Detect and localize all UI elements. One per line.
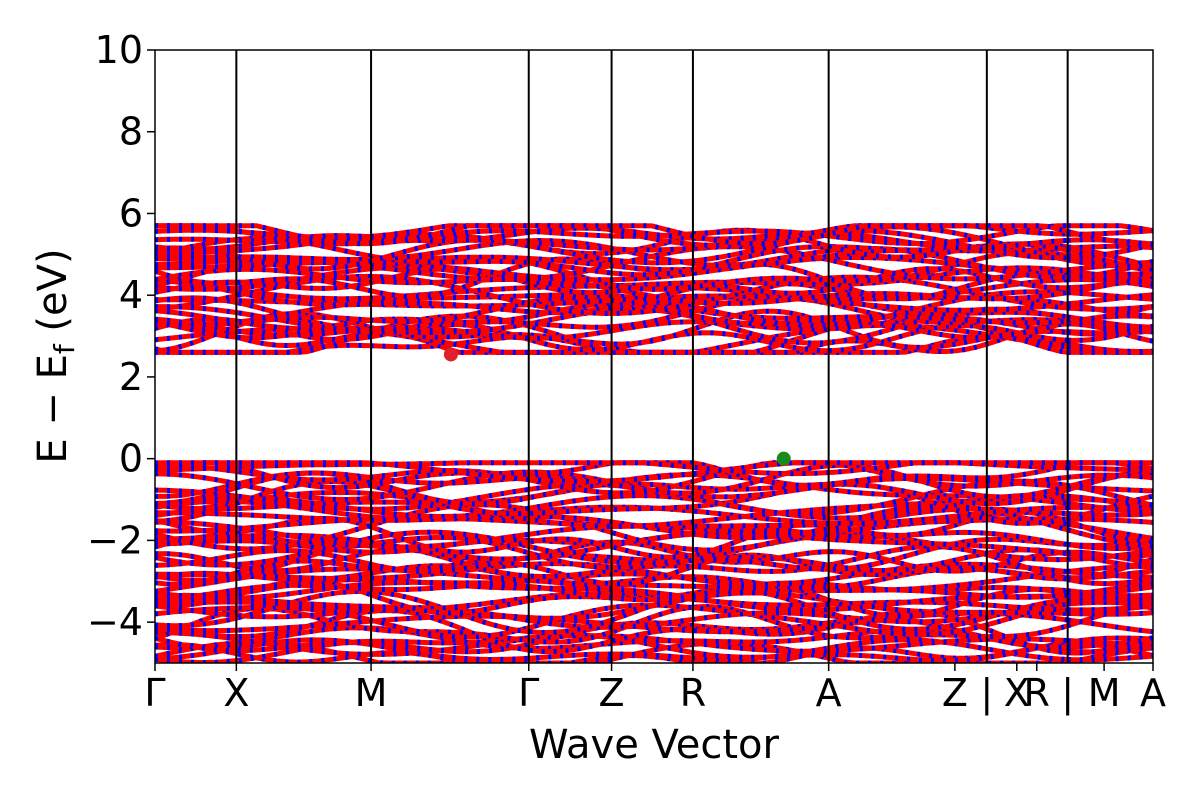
- kpoint-dividers: [235, 50, 1069, 663]
- band-line-projection: [1067, 501, 1153, 515]
- y-tick-label: 2: [119, 355, 143, 399]
- x-tick-label: Γ: [144, 671, 165, 715]
- x-tick-label: M: [1088, 671, 1121, 715]
- band-line-projection: [1067, 243, 1153, 251]
- band-line-projection: [1067, 242, 1153, 261]
- x-tick-label: X: [1004, 671, 1030, 715]
- x-tick-label: Γ: [518, 671, 539, 715]
- x-tick-label: X: [223, 671, 249, 715]
- band-line-projection: [1067, 472, 1153, 481]
- plot-frame: [154, 49, 1154, 664]
- band-line-projection: [1067, 527, 1153, 549]
- band-line-projection: [1066, 469, 1153, 490]
- extremum-markers: [443, 347, 791, 466]
- y-axis-label: E − Ef (eV): [30, 248, 81, 463]
- x-tick-label: |: [1061, 671, 1074, 716]
- y-tick-label: 10: [95, 28, 143, 72]
- y-axis-label-subscript: f: [48, 343, 81, 354]
- band-line-projection: [1067, 318, 1153, 335]
- band-line-projection: [1067, 522, 1153, 541]
- y-axis-label-suffix: (eV): [30, 248, 76, 344]
- band-line-projection: [155, 460, 1068, 496]
- x-tick-label: Z: [599, 671, 625, 715]
- x-tick-label: R: [680, 671, 706, 715]
- band-line-projection: [1067, 610, 1153, 617]
- band-line-projection: [1067, 542, 1153, 551]
- x-tick-label: |: [980, 671, 993, 716]
- band-line-projection: [1067, 314, 1153, 330]
- band-line-projection: [1067, 653, 1153, 663]
- y-tick-label: 0: [119, 437, 143, 481]
- x-tick-label: A: [816, 671, 842, 715]
- band-line-projection: [1067, 551, 1153, 559]
- band-line-projection: [1067, 603, 1153, 613]
- band-line-projection: [1067, 484, 1153, 494]
- x-tick-label: Z: [942, 671, 968, 715]
- band-line-projection: [1067, 556, 1153, 582]
- x-tick-label: R: [1024, 671, 1050, 715]
- band-line-projection: [155, 273, 1068, 317]
- band-line-projection: [1067, 344, 1153, 355]
- y-tick-label: 8: [119, 110, 143, 154]
- band-line-projection: [1067, 516, 1153, 525]
- band-line-projection: [1067, 635, 1153, 656]
- band-line-projection: [1067, 277, 1153, 289]
- band-line-projection: [1067, 229, 1153, 247]
- band-line-projection: [155, 265, 1068, 296]
- band-line-projection: [1067, 595, 1153, 605]
- band-extremum-marker: [776, 451, 791, 466]
- band-line-projection: [1067, 259, 1153, 273]
- band-line-projection: [1067, 548, 1153, 562]
- band-line-projection: [155, 294, 1068, 332]
- y-tick-label: 4: [119, 273, 143, 317]
- y-axis-ticks: −4 −2 0 2 4 6 8 10: [87, 28, 155, 644]
- band-line-projection: [1067, 290, 1153, 302]
- band-line-projection: [1067, 563, 1153, 575]
- band-line-projection: [155, 470, 1069, 507]
- band-line-projection: [1067, 617, 1153, 635]
- band-line-projection: [155, 460, 1069, 491]
- band-line-projection: [1067, 292, 1153, 307]
- band-line-projection: [1067, 465, 1153, 473]
- band-line-projection: [1067, 493, 1153, 512]
- y-tick-label: 6: [119, 191, 143, 235]
- band-line-projection: [155, 601, 1069, 640]
- y-axis-label-prefix: E − E: [30, 354, 76, 464]
- band-line-projection: [1067, 575, 1153, 587]
- band-line-projection: [1067, 341, 1153, 354]
- x-axis-label: Wave Vector: [529, 722, 780, 768]
- band-line-projection: [1067, 460, 1153, 471]
- band-line-projection: [1067, 569, 1153, 580]
- x-axis-ticks: Γ X M Γ Z R A Z | XR | M A: [144, 663, 1166, 716]
- band-line-projection: [1067, 638, 1153, 649]
- band-line-projection: [1067, 257, 1153, 269]
- band-line-projection: [155, 532, 1068, 572]
- band-extremum-marker: [443, 347, 458, 362]
- band-line-projection: [1067, 599, 1153, 608]
- band-line-projection: [1067, 580, 1153, 598]
- band-line-projection: [155, 586, 1069, 635]
- band-line-projection: [1067, 304, 1153, 312]
- band-line-projection: [1067, 639, 1153, 650]
- band-line-projection: [155, 308, 1068, 354]
- y-tick-label: −4: [87, 600, 143, 644]
- band-line-projection: [1067, 279, 1153, 291]
- band-line-projection: [1067, 328, 1153, 337]
- x-tick-label: A: [1140, 671, 1166, 715]
- band-line-projection: [1067, 223, 1153, 234]
- band-line-projection: [1067, 237, 1153, 247]
- x-tick-label: M: [355, 671, 388, 715]
- y-tick-label: −2: [87, 518, 143, 562]
- band-line-projection: [1066, 518, 1153, 544]
